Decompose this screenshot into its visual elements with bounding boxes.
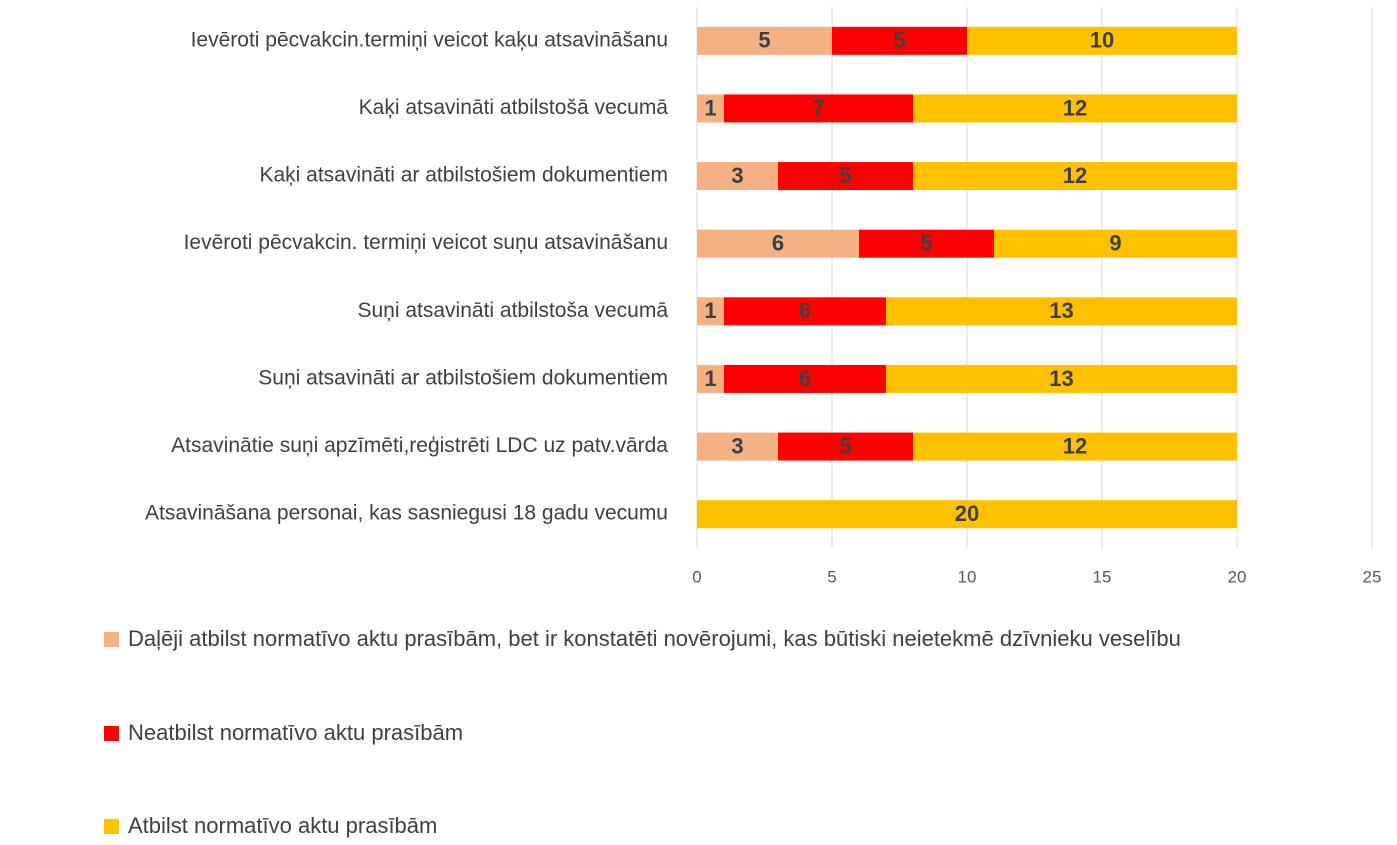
category-label: Ievēroti pēcvakcin. termiņi veicot suņu … xyxy=(184,231,668,254)
legend-item: Daļēji atbilst normatīvo aktu prasībām, … xyxy=(104,620,1334,658)
bar-segment xyxy=(697,297,724,326)
legend-item: Atbilst normatīvo aktu prasībām xyxy=(104,807,1334,845)
data-label: 12 xyxy=(1063,95,1087,120)
legend-label: Atbilst normatīvo aktu prasībām xyxy=(128,813,438,838)
bar-segment xyxy=(832,26,967,55)
data-label: 9 xyxy=(1109,231,1121,256)
bar-segment xyxy=(697,162,778,191)
data-label: 3 xyxy=(731,163,743,188)
category-label: Kaķi atsavināti atbilstošā vecumā xyxy=(359,96,669,119)
bar-segment xyxy=(778,432,913,461)
x-tick-label: 15 xyxy=(1093,567,1112,586)
bar-segment xyxy=(913,162,1237,191)
bar-segment xyxy=(778,162,913,191)
data-label: 6 xyxy=(799,366,811,391)
bar-segment xyxy=(697,364,724,393)
data-label: 12 xyxy=(1063,433,1087,458)
data-label: 3 xyxy=(731,433,743,458)
x-tick-label: 10 xyxy=(958,567,977,586)
bar-segment xyxy=(913,432,1237,461)
bar-segment xyxy=(724,94,913,123)
data-label: 1 xyxy=(704,366,716,391)
bar-segment xyxy=(859,229,994,258)
x-tick-label: 5 xyxy=(827,567,836,586)
bar-segment xyxy=(697,94,724,123)
bar-segment xyxy=(697,229,859,258)
data-label: 13 xyxy=(1049,298,1073,323)
data-label: 5 xyxy=(758,28,770,53)
data-label: 5 xyxy=(920,231,932,256)
x-tick-label: 0 xyxy=(692,567,701,586)
data-label: 7 xyxy=(812,95,824,120)
data-label: 6 xyxy=(799,298,811,323)
data-label: 13 xyxy=(1049,366,1073,391)
bar-segment xyxy=(697,432,778,461)
data-label: 6 xyxy=(772,231,784,256)
bar-segment xyxy=(697,500,1237,529)
category-label: Ievēroti pēcvakcin.termiņi veicot kaķu a… xyxy=(191,28,668,51)
data-label: 1 xyxy=(704,298,716,323)
legend-swatch xyxy=(104,632,119,647)
legend-label: Daļēji atbilst normatīvo aktu prasībām, … xyxy=(128,626,1181,651)
legend-label: Neatbilst normatīvo aktu prasībām xyxy=(128,720,464,745)
bar-segment xyxy=(967,26,1237,55)
bar-segment xyxy=(994,229,1237,258)
bar-segment xyxy=(886,297,1237,326)
bar-segment xyxy=(724,297,886,326)
category-label: Suņi atsavināti atbilstoša vecumā xyxy=(358,299,669,322)
bar-segment xyxy=(913,94,1237,123)
legend-swatch xyxy=(104,819,119,834)
bar-segment xyxy=(697,26,832,55)
data-label: 5 xyxy=(839,163,851,188)
data-label: 1 xyxy=(704,95,716,120)
x-tick-label: 25 xyxy=(1363,567,1382,586)
legend-item: Neatbilst normatīvo aktu prasībām xyxy=(104,714,1334,752)
category-label: Suņi atsavināti ar atbilstošiem dokument… xyxy=(258,366,668,389)
data-label: 5 xyxy=(839,433,851,458)
data-label: 5 xyxy=(893,28,905,53)
x-tick-label: 20 xyxy=(1228,567,1247,586)
category-label: Kaķi atsavināti ar atbilstošiem dokument… xyxy=(259,164,668,187)
bar-segment xyxy=(724,364,886,393)
category-label: Atsavinātie suņi apzīmēti,reģistrēti LDC… xyxy=(171,434,668,457)
category-label: Atsavināšana personai, kas sasniegusi 18… xyxy=(145,502,668,525)
data-label: 12 xyxy=(1063,163,1087,188)
data-label: 10 xyxy=(1090,28,1114,53)
legend-swatch xyxy=(104,726,119,741)
bar-segment xyxy=(886,364,1237,393)
data-label: 20 xyxy=(955,501,979,526)
